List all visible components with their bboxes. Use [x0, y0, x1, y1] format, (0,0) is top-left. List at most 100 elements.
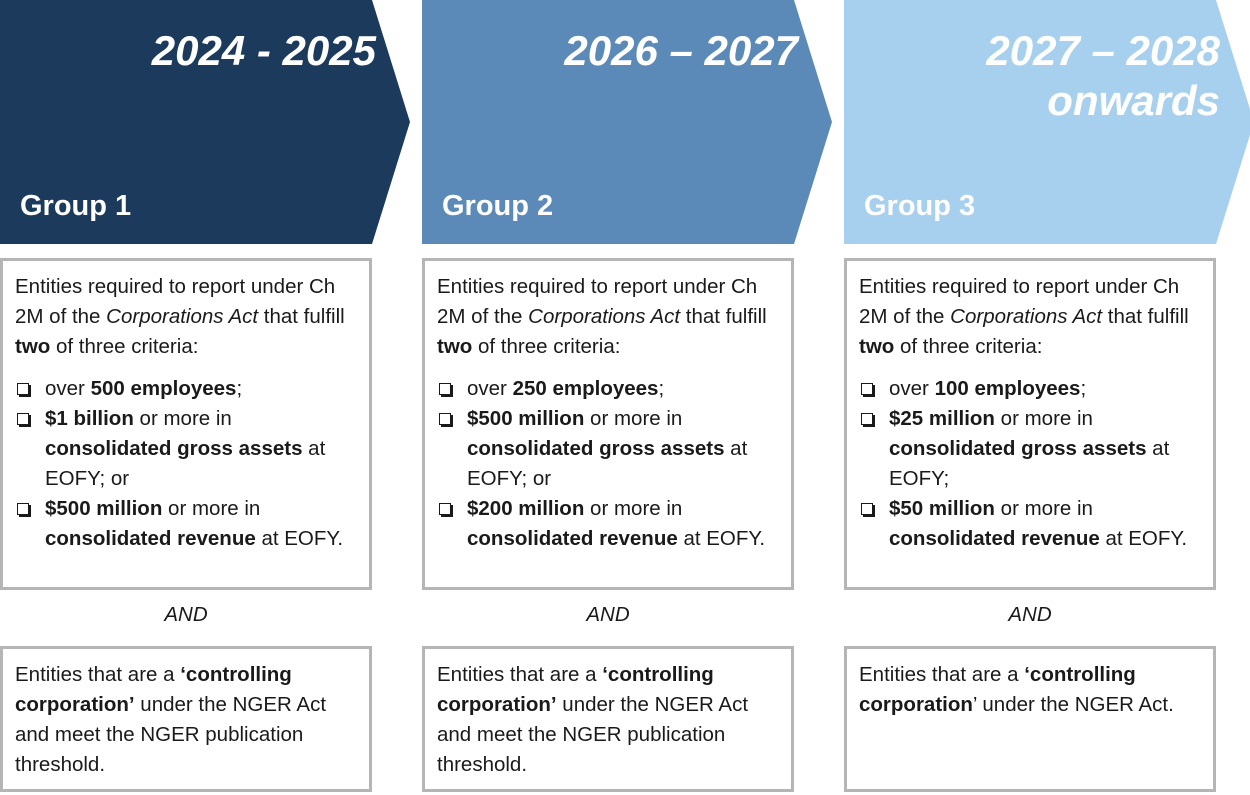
- act-name: Corporations Act: [106, 305, 259, 328]
- controlling-corporation-box: Entities that are a ‘controlling corpora…: [844, 646, 1216, 792]
- body-text: over: [467, 377, 513, 400]
- criterion-revenue: $200 million or more in consolidated rev…: [437, 494, 781, 554]
- checkbox-icon: [861, 413, 875, 427]
- period-heading: 2024 - 2025: [152, 26, 376, 76]
- chevron-shape: [844, 0, 1250, 244]
- rich-text: $25 million or more in consolidated gros…: [889, 407, 1169, 490]
- checkbox-icon: [17, 413, 31, 427]
- body-text: at EOFY.: [677, 527, 766, 550]
- intro-text: that fulfill: [258, 305, 345, 328]
- emphasis-text: consolidated gross assets: [889, 437, 1147, 460]
- body-text: over: [45, 377, 91, 400]
- intro-text: Entities required to report under Ch 2M …: [15, 275, 336, 328]
- emphasis-text: consolidated revenue: [45, 527, 256, 550]
- criteria-count: two: [859, 335, 895, 358]
- criterion-gross-assets: $25 million or more in consolidated gros…: [859, 404, 1203, 494]
- rich-text: over 100 employees;: [889, 377, 1086, 400]
- checkbox-icon: [17, 383, 31, 397]
- period-heading: 2026 – 2027: [564, 26, 798, 76]
- criterion-employees: over 250 employees;: [437, 374, 781, 404]
- group-1-column: 2024 - 2025 Group 1 Entities required to…: [0, 0, 410, 795]
- rich-text: over 500 employees;: [45, 377, 242, 400]
- emphasis-text: $500 million: [467, 407, 585, 430]
- emphasis-text: $25 million: [889, 407, 995, 430]
- intro-text: of three criteria:: [472, 335, 621, 358]
- emphasis-text: 500 employees: [90, 377, 237, 400]
- rich-text: over 250 employees;: [467, 377, 664, 400]
- criteria-intro: Entities required to report under Ch 2M …: [15, 272, 359, 362]
- body-text: or more in: [994, 497, 1093, 520]
- chevron-shape: [422, 0, 832, 244]
- body-text: Entities that are a: [859, 663, 1025, 686]
- intro-text: Entities required to report under Ch 2M …: [859, 275, 1180, 328]
- rich-text: Entities that are a ‘controlling corpora…: [859, 663, 1174, 716]
- body-text: at EOFY.: [255, 527, 344, 550]
- body-text: ;: [236, 377, 243, 400]
- timeline-chevron: 2027 – 2028 onwards Group 3: [844, 0, 1250, 244]
- emphasis-text: $1 billion: [45, 407, 134, 430]
- criteria-intro: Entities required to report under Ch 2M …: [437, 272, 781, 362]
- criterion-revenue: $500 million or more in consolidated rev…: [15, 494, 359, 554]
- body-text: ;: [1080, 377, 1087, 400]
- body-text: at EOFY; or: [45, 437, 326, 490]
- intro-text: that fulfill: [1102, 305, 1189, 328]
- controlling-corporation-box: Entities that are a ‘controlling corpora…: [0, 646, 372, 792]
- body-text: ;: [658, 377, 665, 400]
- checkbox-icon: [17, 503, 31, 517]
- chevron-shape: [0, 0, 410, 244]
- body-text: under the NGER Act and meet the NGER pub…: [437, 693, 749, 776]
- body-text: at EOFY; or: [467, 437, 748, 490]
- checkbox-icon: [439, 383, 453, 397]
- group-label: Group 2: [442, 190, 554, 222]
- emphasis-text: $500 million: [45, 497, 163, 520]
- act-name: Corporations Act: [528, 305, 681, 328]
- checkbox-icon: [861, 503, 875, 517]
- body-text: or more in: [584, 407, 683, 430]
- emphasis-text: consolidated gross assets: [45, 437, 303, 460]
- and-connector: AND: [164, 603, 208, 626]
- group-label: Group 1: [20, 190, 132, 222]
- body-text: or more in: [162, 497, 261, 520]
- intro-text: Entities required to report under Ch 2M …: [437, 275, 758, 328]
- body-text: at EOFY;: [889, 437, 1170, 490]
- group-2-column: 2026 – 2027 Group 2 Entities required to…: [422, 0, 832, 795]
- timeline-chevron: 2026 – 2027 Group 2: [422, 0, 832, 244]
- emphasis-text: consolidated revenue: [467, 527, 678, 550]
- criterion-gross-assets: $500 million or more in consolidated gro…: [437, 404, 781, 494]
- criteria-box: Entities required to report under Ch 2M …: [0, 258, 372, 590]
- rich-text: $500 million or more in consolidated gro…: [467, 407, 747, 490]
- criterion-gross-assets: $1 billion or more in consolidated gross…: [15, 404, 359, 494]
- criteria-count: two: [437, 335, 473, 358]
- controlling-corporation-box: Entities that are a ‘controlling corpora…: [422, 646, 794, 792]
- body-text: or more in: [133, 407, 232, 430]
- body-text: ’ under the NGER Act.: [972, 693, 1174, 716]
- period-line: 2024 - 2025: [151, 27, 376, 74]
- period-line: 2026 – 2027: [564, 27, 798, 74]
- period-line: onwards: [1047, 77, 1220, 124]
- emphasis-text: $50 million: [889, 497, 995, 520]
- and-connector: AND: [586, 603, 630, 626]
- criteria-box: Entities required to report under Ch 2M …: [844, 258, 1216, 590]
- body-text: or more in: [994, 407, 1093, 430]
- emphasis-text: consolidated gross assets: [467, 437, 725, 460]
- emphasis-text: consolidated revenue: [889, 527, 1100, 550]
- rich-text: Entities that are a ‘controlling corpora…: [15, 663, 326, 776]
- criteria-list: over 250 employees; $500 million or more…: [437, 374, 781, 554]
- body-text: Entities that are a: [437, 663, 603, 686]
- period-heading: 2027 – 2028 onwards: [986, 26, 1220, 126]
- period-line: 2027 – 2028: [986, 27, 1220, 74]
- intro-text: of three criteria:: [50, 335, 199, 358]
- body-text: or more in: [584, 497, 683, 520]
- body-text: over: [889, 377, 935, 400]
- criteria-list: over 500 employees; $1 billion or more i…: [15, 374, 359, 554]
- act-name: Corporations Act: [950, 305, 1103, 328]
- emphasis-text: ‘controlling corporation’: [15, 663, 292, 716]
- group-label: Group 3: [864, 190, 976, 222]
- criteria-list: over 100 employees; $25 million or more …: [859, 374, 1203, 554]
- emphasis-text: ‘controlling corporation: [859, 663, 1136, 716]
- criterion-employees: over 500 employees;: [15, 374, 359, 404]
- emphasis-text: 100 employees: [934, 377, 1081, 400]
- timeline-chevron: 2024 - 2025 Group 1: [0, 0, 410, 244]
- group-3-column: 2027 – 2028 onwards Group 3 Entities req…: [844, 0, 1250, 795]
- rich-text: $500 million or more in consolidated rev…: [45, 497, 343, 550]
